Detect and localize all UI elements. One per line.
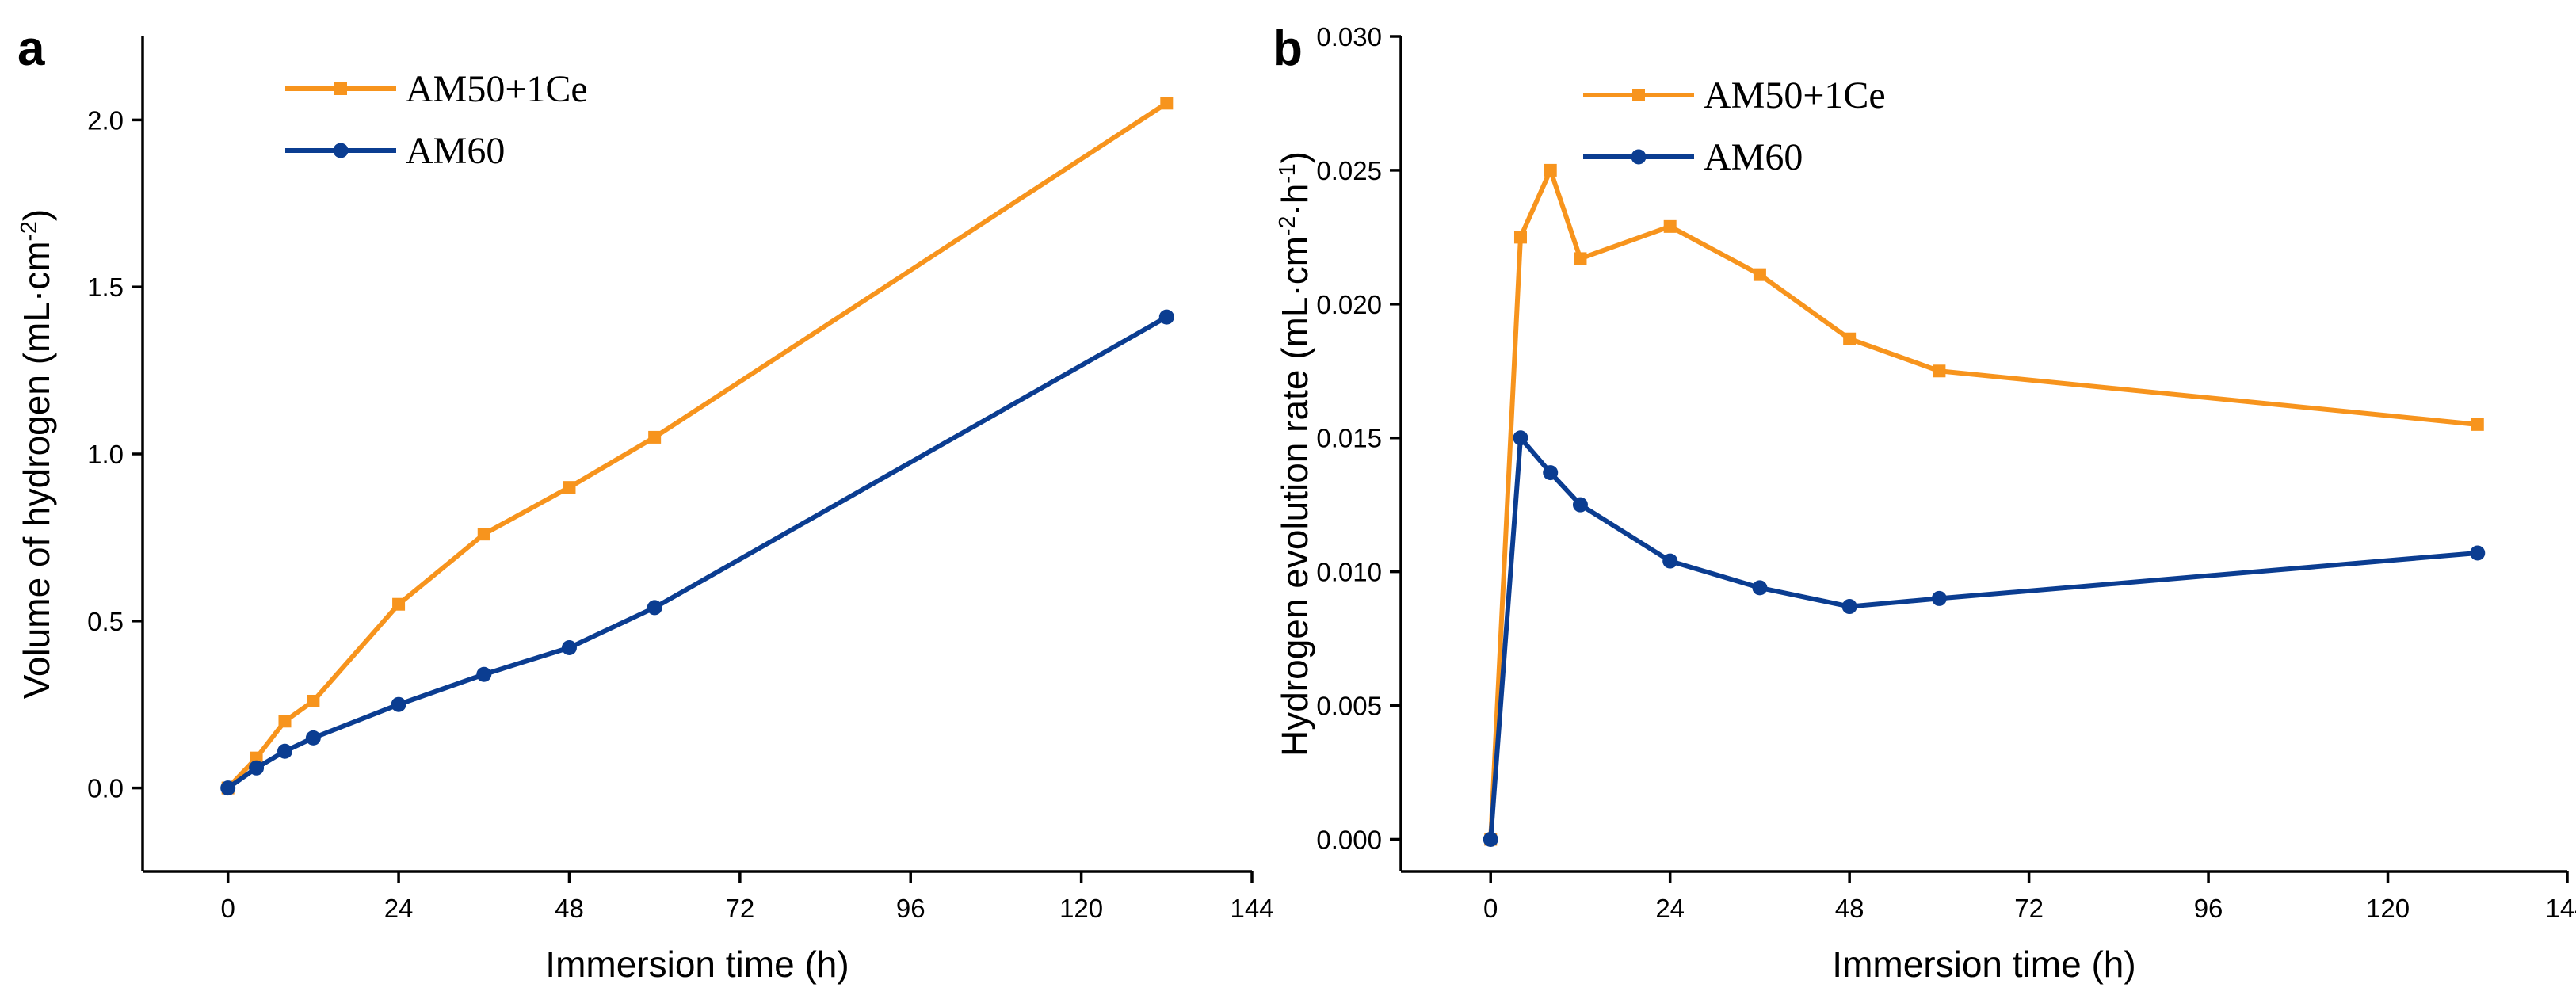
panel-b-x-tick-label: 120 bbox=[2366, 894, 2410, 923]
data-point bbox=[305, 730, 321, 746]
data-point bbox=[1662, 553, 1678, 569]
panel-a-x-tick-label: 48 bbox=[555, 894, 584, 923]
panel-b-y-tick-label: 0.030 bbox=[1316, 22, 1382, 51]
panel-b-y-tick-label: 0.000 bbox=[1316, 825, 1382, 854]
legend-item: AM60 bbox=[285, 130, 505, 172]
data-point bbox=[1931, 590, 1947, 606]
panel-a-y-tick-label: 0.5 bbox=[87, 607, 124, 636]
panel-b-x-tick-label: 144 bbox=[2545, 894, 2576, 923]
legend-swatch-marker bbox=[1632, 89, 1645, 101]
panel-a-y-axis-title: Volume of hydrogen (mL·cm-2) bbox=[16, 209, 57, 700]
data-point bbox=[1572, 497, 1588, 513]
data-point bbox=[647, 600, 662, 616]
legend-item: AM50+1Ce bbox=[1583, 74, 1886, 116]
data-point bbox=[392, 597, 406, 611]
data-point bbox=[1574, 252, 1587, 265]
data-point bbox=[391, 696, 406, 712]
data-point bbox=[563, 481, 576, 494]
data-point bbox=[1543, 465, 1559, 481]
data-point bbox=[1753, 268, 1766, 281]
panel-a-x-tick-label: 144 bbox=[1230, 894, 1273, 923]
panel-a-x-tick-label: 96 bbox=[896, 894, 925, 923]
data-point bbox=[1483, 831, 1498, 847]
data-point bbox=[277, 743, 292, 759]
data-point bbox=[476, 666, 492, 682]
series-line bbox=[226, 315, 1168, 791]
data-point bbox=[1513, 430, 1528, 446]
legend-swatch-marker bbox=[333, 143, 349, 158]
legend-label: AM50+1Ce bbox=[1704, 74, 1886, 116]
data-point bbox=[249, 760, 265, 776]
data-point bbox=[220, 780, 236, 796]
data-point bbox=[477, 528, 490, 541]
panel-a-series-am60 bbox=[220, 309, 1174, 796]
panel-b-x-tick-label: 96 bbox=[2194, 894, 2223, 923]
panel-b-y-tick-label: 0.025 bbox=[1316, 156, 1382, 185]
series-line bbox=[1488, 435, 2479, 840]
panel-b-y-tick-label: 0.015 bbox=[1316, 424, 1382, 453]
data-point bbox=[307, 694, 320, 707]
legend-swatch-marker bbox=[1631, 149, 1647, 165]
legend-item: AM50+1Ce bbox=[285, 68, 588, 110]
panel-a-y-tick-label: 2.0 bbox=[87, 105, 124, 135]
panel-b-y-tick-label: 0.010 bbox=[1316, 558, 1382, 587]
panel-b-y-tick-label: 0.005 bbox=[1316, 692, 1382, 721]
legend-label: AM50+1Ce bbox=[406, 68, 588, 110]
panel-b-y-axis-title: Hydrogen evolution rate (mL·cm-2·h-1) bbox=[1274, 151, 1315, 757]
legend-label: AM60 bbox=[1704, 136, 1803, 178]
data-point bbox=[1933, 364, 1946, 378]
panel-b-x-tick-label: 0 bbox=[1483, 894, 1498, 923]
panel-a-x-tick-label: 72 bbox=[725, 894, 754, 923]
legend-swatch-marker bbox=[334, 82, 347, 95]
data-point bbox=[561, 640, 577, 656]
panel-a-x-tick-label: 0 bbox=[221, 894, 235, 923]
data-point bbox=[1752, 580, 1768, 596]
panel-a-y-tick-label: 1.0 bbox=[87, 440, 124, 469]
data-point bbox=[250, 751, 263, 765]
series-line bbox=[1488, 167, 2479, 840]
legend-label: AM60 bbox=[406, 130, 505, 172]
panel-a-x-tick-label: 24 bbox=[384, 894, 414, 923]
panel-b-x-tick-label: 24 bbox=[1655, 894, 1685, 923]
data-point bbox=[1843, 332, 1857, 345]
panel-b-x-tick-label: 72 bbox=[2014, 894, 2044, 923]
panel-b-series-am50-1ce bbox=[1484, 163, 2484, 846]
panel-b-y-tick-label: 0.020 bbox=[1316, 290, 1382, 319]
data-point bbox=[648, 430, 662, 444]
data-point bbox=[278, 715, 292, 728]
panel-a-x-axis-title: Immersion time (h) bbox=[545, 944, 849, 985]
panel-a-y-tick-label: 1.5 bbox=[87, 273, 124, 302]
series-line bbox=[226, 101, 1168, 790]
panel-b-x-axis-title: Immersion time (h) bbox=[1832, 944, 2135, 985]
data-point bbox=[1841, 599, 1857, 615]
data-point bbox=[1663, 219, 1677, 233]
data-point bbox=[2471, 418, 2484, 431]
data-point bbox=[1513, 231, 1527, 244]
data-point bbox=[1160, 97, 1174, 110]
data-point bbox=[1158, 309, 1174, 325]
panel-b-label: b bbox=[1273, 21, 1303, 76]
data-point bbox=[1544, 163, 1557, 177]
panel-b-series-am60 bbox=[1483, 430, 2486, 847]
data-point bbox=[2470, 545, 2486, 561]
legend-item: AM60 bbox=[1583, 136, 1803, 178]
panel-b-x-tick-label: 48 bbox=[1835, 894, 1864, 923]
panel-a-x-tick-label: 120 bbox=[1059, 894, 1103, 923]
panel-a-chart: a 0 24 48 72 96 120 144 0.0 0.5 1.0 1.5 2.0 Immers… bbox=[16, 21, 1274, 985]
panel-a-series-am50-1ce bbox=[221, 97, 1174, 795]
panel-a-label: a bbox=[17, 21, 45, 76]
panel-a-y-tick-label: 0.0 bbox=[87, 774, 124, 803]
panel-b-chart: b 0 24 48 72 96 120 144 0.000 0.005 0.010 0.015 0.… bbox=[1273, 21, 2576, 985]
